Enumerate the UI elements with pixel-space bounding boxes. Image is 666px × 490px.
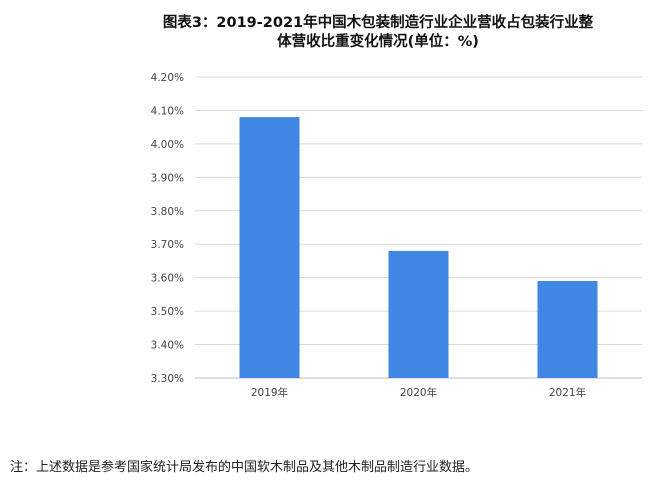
y-tick-label: 3.40% [151,340,184,352]
y-tick-label: 3.90% [151,172,184,184]
y-tick-label: 3.60% [151,273,184,285]
x-tick-label: 2021年 [549,386,586,399]
y-tick-label: 3.80% [151,206,184,218]
y-tick-label: 3.70% [151,239,184,251]
bars [239,117,598,378]
bar-2020年 [388,250,449,378]
y-axis-tick-labels: 3.30% 3.40% 3.50% 3.60% 3.70% 3.80% 3.90% 4.00%… [151,72,184,385]
bar-2019年 [239,117,300,378]
y-tick-label: 4.20% [151,72,184,84]
y-tick-label: 3.30% [151,373,184,385]
bar-2021年 [537,281,598,378]
x-tick-label: 2020年 [400,386,437,399]
y-tick-label: 4.00% [151,139,184,151]
bar-chart: 3.30% 3.40% 3.50% 3.60% 3.70% 3.80% 3.90% 4.00%… [151,72,642,399]
chart-title-line2: 体营收比重变化情况(单位：%) [277,34,479,50]
x-axis-tick-labels: 2019年 2020年 2021年 [251,386,586,399]
chart-title-line1: 图表3：2019-2021年中国木包装制造行业企业营收占包装行业整 [162,15,594,31]
footnote: 注：上述数据是参考国家统计局发布的中国软木制品及其他木制品制造行业数据。 [10,460,479,475]
x-tick-label: 2019年 [251,386,288,399]
y-tick-label: 4.10% [151,105,184,117]
y-tick-label: 3.50% [151,306,184,318]
